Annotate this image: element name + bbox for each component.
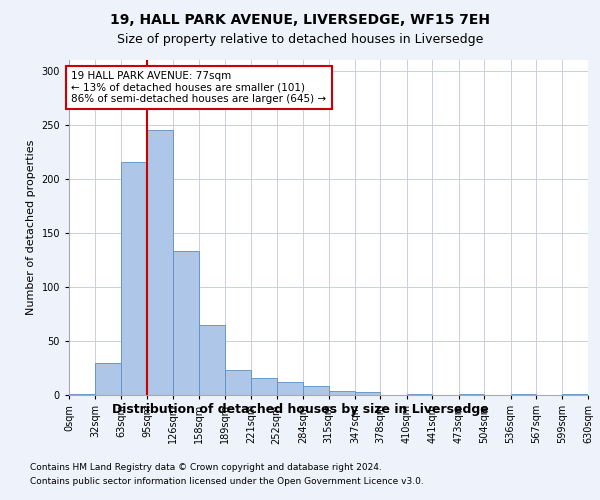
Bar: [173, 252, 199, 395]
Text: Contains HM Land Registry data © Crown copyright and database right 2024.: Contains HM Land Registry data © Crown c…: [30, 462, 382, 471]
Bar: [69, 394, 95, 395]
Text: Size of property relative to detached houses in Liversedge: Size of property relative to detached ho…: [117, 32, 483, 46]
Bar: [303, 386, 329, 395]
Y-axis label: Number of detached properties: Number of detached properties: [26, 140, 36, 315]
Bar: [199, 325, 224, 395]
Bar: [562, 394, 588, 395]
Bar: [277, 382, 303, 395]
Bar: [147, 130, 173, 395]
Bar: [224, 370, 251, 395]
Bar: [329, 390, 355, 395]
Bar: [95, 362, 121, 395]
Text: Distribution of detached houses by size in Liversedge: Distribution of detached houses by size …: [112, 402, 488, 415]
Bar: [407, 394, 432, 395]
Bar: [458, 394, 484, 395]
Bar: [511, 394, 536, 395]
Bar: [251, 378, 277, 395]
Text: Contains public sector information licensed under the Open Government Licence v3: Contains public sector information licen…: [30, 478, 424, 486]
Bar: [121, 162, 147, 395]
Text: 19, HALL PARK AVENUE, LIVERSEDGE, WF15 7EH: 19, HALL PARK AVENUE, LIVERSEDGE, WF15 7…: [110, 12, 490, 26]
Bar: [355, 392, 380, 395]
Text: 19 HALL PARK AVENUE: 77sqm
← 13% of detached houses are smaller (101)
86% of sem: 19 HALL PARK AVENUE: 77sqm ← 13% of deta…: [71, 71, 326, 104]
